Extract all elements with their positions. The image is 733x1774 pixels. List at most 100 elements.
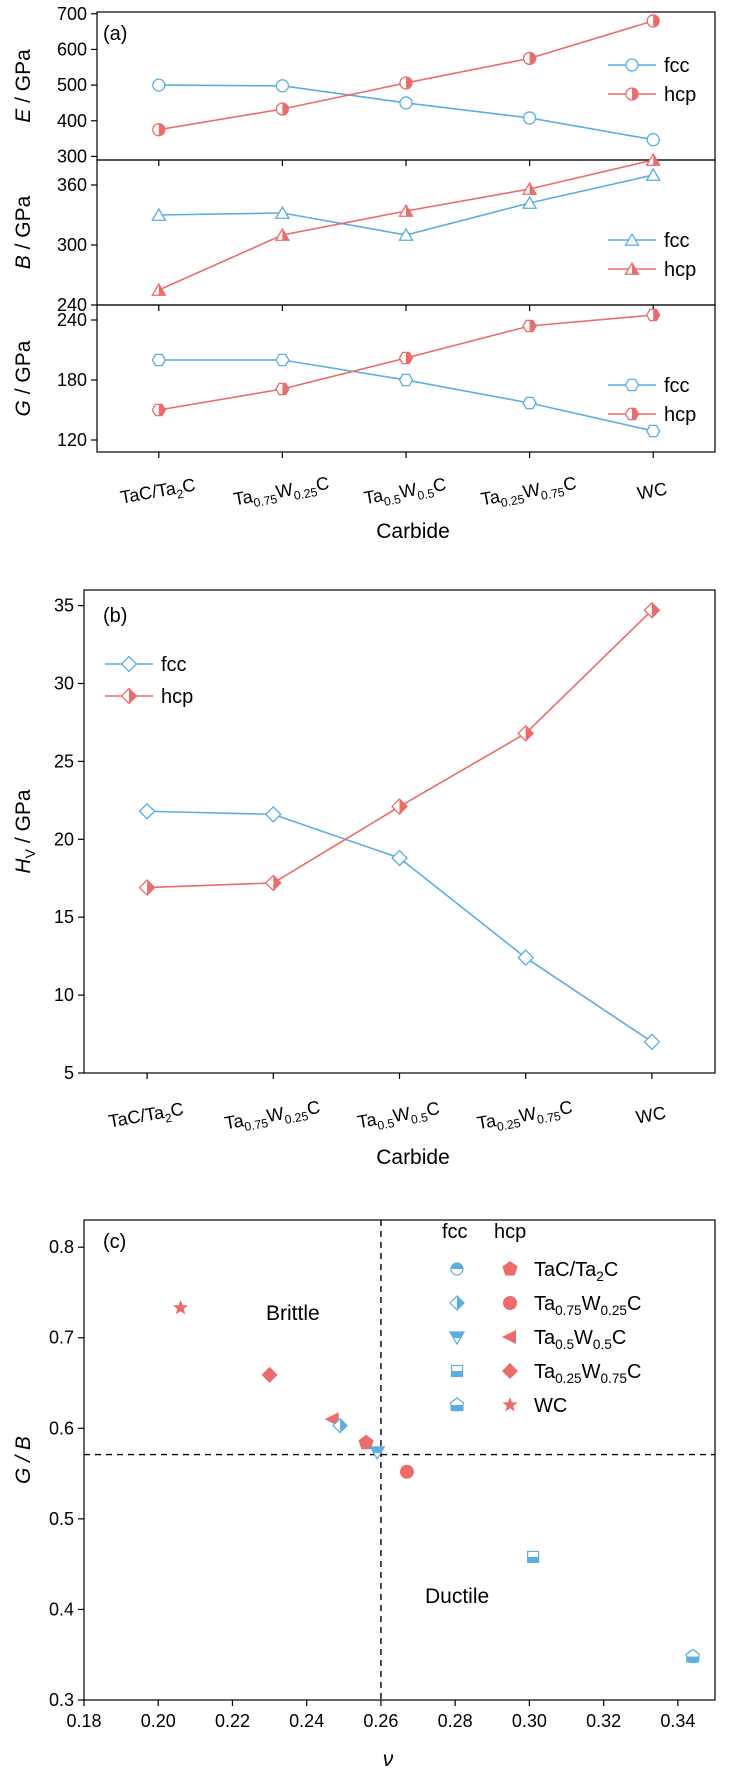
b-legend-hcp-marker [120,687,138,705]
a-G-panel: 120 180 240 [57,304,716,458]
a-E-point-hcp [399,76,413,90]
a-G-point-fcc [398,373,414,387]
c-region-ductile: Ductile [425,1585,489,1608]
c-xtick-label: 0.26 [363,1711,398,1731]
c-ylabel: G / B [12,1436,35,1484]
b-xtick-label: Ta0.75W0.25C [223,1097,322,1137]
a-G-ytick-label: 120 [57,430,87,450]
a-B-legend-hcp: hcp [608,259,696,281]
a-xtick-label: Ta0.25W0.75C [479,473,578,513]
b-panel-tag: (b) [103,605,127,627]
a-B-point-hcp [521,181,538,195]
c-xtick-label: 0.20 [141,1711,176,1731]
a-E-line-fcc [158,84,654,141]
c-ytick-label: 0.6 [49,1418,74,1438]
c-legend-fcc-marker [449,1295,465,1311]
a-E-line-hcp [158,20,654,131]
a-E-ytick-label: 400 [57,111,87,131]
a-B-point-hcp [398,203,414,217]
a-E-legend-hcp-marker [625,87,639,101]
b-line-hcp [147,609,653,889]
b-point-fcc [517,949,535,967]
b-xtick-label: WC [634,1103,667,1128]
c-point-fcc [685,1648,701,1663]
a-xlabel: Carbide [376,520,450,543]
b-legend-fcc-marker [120,655,138,673]
a-E-legend-hcp-label: hcp [664,84,696,106]
c-legend-hcp-marker [503,1296,517,1310]
a-B-panel: 240 300 360 [57,152,716,315]
a-G-ytick-label: 180 [57,370,87,390]
c-legend-label: Ta0.75W0.25C [534,1293,641,1318]
b-point-fcc [643,1033,661,1051]
a-G-legend-fcc: fcc [608,375,690,397]
c-point-fcc [527,1550,540,1564]
c-ytick-label: 0.7 [49,1328,74,1348]
a-G-point-hcp [522,319,537,333]
b-line-fcc [147,810,653,1043]
a-B-line-hcp [158,159,654,291]
a-E-point-fcc [399,96,413,110]
c-legend-fcc-marker [450,1262,464,1276]
a-B-point-fcc [645,167,661,181]
a-E-point-fcc [275,79,290,93]
b-legend-hcp: hcp [105,686,193,708]
b-ytick-label: 20 [54,829,74,849]
a-E-panel: 300 400 500 600 700 [57,4,716,166]
a-ylabel-E: E / GPa [12,49,35,123]
a-E-point-fcc [152,78,166,92]
a-panel-tag: (a) [103,23,127,45]
a-B-point-hcp [645,152,661,166]
a-G-legend-hcp: hcp [608,404,696,426]
c-point-fcc [332,1417,348,1434]
a-E-point-hcp [522,51,537,66]
a-E-ytick-label: 300 [57,146,87,166]
b-point-hcp [391,798,408,815]
c-legend-hcp-marker [502,1261,518,1276]
b-point-hcp [138,879,156,897]
b-xtick-label: Ta0.25W0.75C [475,1097,574,1137]
b-legend-fcc-label: fcc [161,654,187,676]
a-G-point-fcc [645,424,661,438]
a-E-ytick-label: 600 [57,39,87,59]
a-E-point-hcp [275,102,290,116]
a-G-point-fcc [151,353,167,367]
b-legend-fcc: fcc [105,654,187,676]
a-G-legend-fcc-label: fcc [664,375,690,397]
b-ytick-label: 30 [54,673,74,693]
a-G-point-hcp [645,308,661,322]
c-legend-hcp-marker [502,1330,516,1344]
b-xtick-label: TaC/Ta2C [107,1099,186,1136]
c-ytick-label: 0.5 [49,1509,74,1529]
b-point-hcp [517,724,535,742]
c-point-hcp [261,1366,278,1383]
a-G-point-fcc [275,353,290,367]
c-xlabel: ν [383,1748,394,1771]
a-B-ytick-label: 300 [57,235,87,255]
c-legend-hcp-marker [502,1397,518,1412]
a-B-legend-fcc-label: fcc [664,230,690,252]
a-ylabel-G: G / GPa [12,340,35,416]
a-G-point-hcp [275,382,290,396]
b-ytick-label: 25 [54,751,74,771]
a-xtick-label: Ta0.5W0.5C [362,474,448,512]
a-G-point-hcp [398,351,414,365]
c-legend-fcc-marker [450,1364,464,1378]
a-xtick-label: TaC/Ta2C [119,475,198,512]
b-ytick-label: 15 [54,907,74,927]
c-legend-label: WC [534,1395,567,1417]
c-xtick-label: 0.30 [512,1711,547,1731]
c-ytick-label: 0.3 [49,1690,74,1710]
a-E-point-hcp [646,14,660,28]
c-ytick-label: 0.8 [49,1237,74,1257]
b-ytick-label: 10 [54,985,74,1005]
a-B-point-fcc [521,195,538,209]
a-E-point-fcc [646,133,660,147]
c-legend-head-hcp: hcp [494,1221,526,1243]
a-B-point-hcp [151,282,167,296]
c-legend-hcp-marker [502,1363,518,1379]
c-region-brittle: Brittle [266,1302,320,1325]
b-legend-hcp-label: hcp [161,686,193,708]
a-E-point-hcp [152,123,166,137]
